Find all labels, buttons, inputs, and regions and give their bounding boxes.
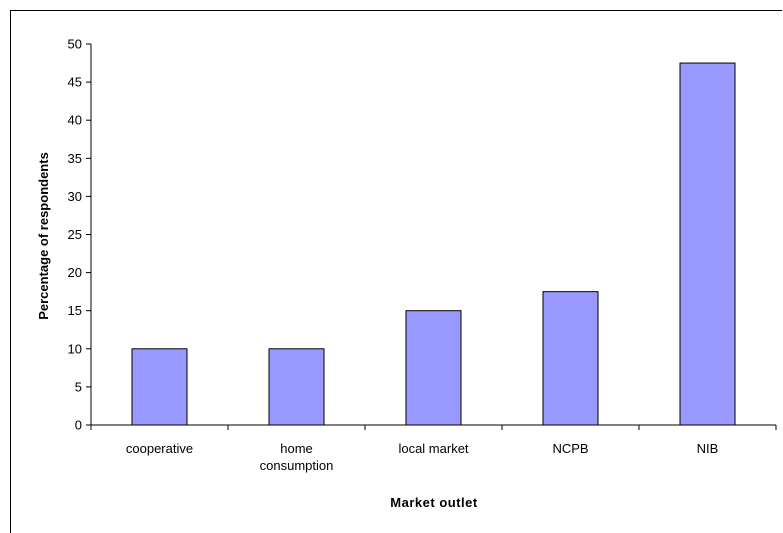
y-axis-title: Percentage of respondents — [36, 152, 51, 320]
y-tick-label: 5 — [75, 379, 82, 394]
bar-cooperative — [131, 348, 188, 426]
bar-nib — [679, 62, 736, 426]
y-tick-label: 45 — [68, 75, 82, 90]
x-tick-label: home consumption — [260, 441, 334, 473]
y-tick-label: 15 — [68, 303, 82, 318]
y-tick-label: 40 — [68, 113, 82, 128]
y-tick-label: 0 — [75, 418, 82, 433]
bar-ncpb — [542, 291, 599, 426]
x-tick-label: local market — [398, 441, 468, 456]
x-tick-label: cooperative — [126, 441, 193, 456]
y-tick-label: 20 — [68, 265, 82, 280]
y-tick-label: 35 — [68, 151, 82, 166]
chart-frame — [10, 10, 782, 533]
x-tick-label: NCPB — [552, 441, 588, 456]
y-tick-label: 50 — [68, 37, 82, 52]
bar-local-market — [405, 310, 462, 426]
bar-home-consumption — [268, 348, 325, 426]
y-tick-label: 30 — [68, 189, 82, 204]
bars — [131, 62, 736, 426]
y-axis: 0 5 10 15 20 25 30 35 40 45 50 — [68, 37, 92, 433]
y-tick-label: 10 — [68, 341, 82, 356]
x-axis: cooperative home consumption local market NC… — [90, 424, 777, 473]
y-tick-label: 25 — [68, 227, 82, 242]
x-axis-title: Market outlet — [390, 495, 478, 510]
x-tick-label: NIB — [697, 441, 719, 456]
